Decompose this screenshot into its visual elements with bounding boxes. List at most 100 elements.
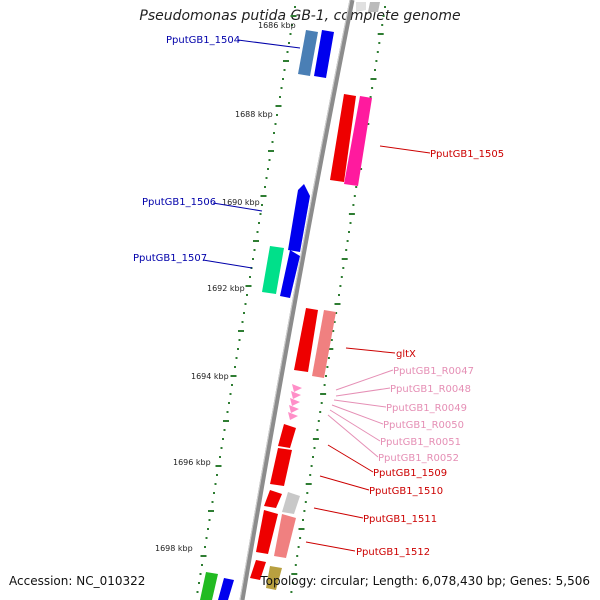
gene-label-pputgb1-1504[interactable]: PputGB1_1504 [166, 35, 240, 46]
tick-mark [256, 231, 259, 233]
tick-mark [273, 132, 275, 134]
gene-feature[interactable] [280, 250, 300, 298]
tick-mark [305, 483, 312, 485]
gene-feature[interactable] [356, 2, 366, 12]
tick-mark [222, 438, 224, 440]
tick-mark [228, 402, 230, 404]
tick-mark [371, 87, 374, 89]
gene-feature[interactable] [294, 308, 318, 372]
gene-feature[interactable] [274, 514, 296, 558]
tick-mark [265, 177, 268, 179]
tick-mark [302, 519, 304, 521]
tick-mark [310, 465, 313, 467]
gene-feature[interactable] [368, 2, 380, 12]
tick-mark [253, 240, 259, 242]
tick-mark [205, 537, 208, 539]
tick-mark [208, 519, 211, 521]
gene-feature[interactable] [266, 566, 282, 590]
tick-mark [375, 60, 378, 62]
gene-label-gltx[interactable]: gltX [396, 349, 416, 360]
tick-mark [294, 6, 296, 8]
tick-mark [252, 258, 254, 260]
tick-mark [259, 213, 262, 215]
gene-feature[interactable] [264, 490, 282, 508]
gene-label-pputgb1-1507[interactable]: PputGB1_1507 [133, 253, 207, 264]
gene-feature[interactable] [312, 310, 336, 378]
gene-label-pputgb1-r0051[interactable]: PputGB1_R0051 [380, 437, 461, 448]
gene-label-pputgb1-1512[interactable]: PputGB1_1512 [356, 547, 430, 558]
tick-mark [339, 285, 342, 287]
tick-mark [264, 186, 266, 188]
tick-mark [288, 42, 290, 44]
gene-label-pputgb1-1510[interactable]: PputGB1_1510 [369, 486, 443, 497]
kbp-label: 1694 kbp [191, 372, 229, 381]
tick-mark [303, 510, 306, 512]
tick-mark [291, 582, 294, 584]
tick-mark [334, 303, 341, 305]
genome-backbone [239, 0, 355, 600]
tick-mark [271, 141, 274, 143]
gene-feature[interactable] [200, 572, 218, 600]
gene-feature[interactable] [330, 94, 356, 182]
tick-mark [230, 375, 237, 377]
tick-mark [275, 105, 282, 107]
tick-mark [341, 258, 348, 260]
tick-mark [237, 348, 239, 350]
tick-mark [348, 231, 350, 233]
kbp-label: 1690 kbp [222, 198, 260, 207]
tick-mark [312, 438, 319, 440]
tick-mark [231, 384, 233, 386]
tick-mark [325, 375, 327, 377]
tick-mark [286, 51, 289, 53]
gene-feature[interactable] [278, 424, 296, 448]
tick-mark [235, 357, 238, 359]
gene-label-pputgb1-1505[interactable]: PputGB1_1505 [430, 149, 504, 160]
tick-mark [381, 24, 384, 26]
tick-mark [346, 240, 349, 242]
gene-label-pputgb1-r0047[interactable]: PputGB1_R0047 [393, 366, 474, 377]
tick-mark [241, 321, 244, 323]
tick-mark [279, 96, 281, 98]
tick-mark [216, 474, 218, 476]
gene-features [200, 2, 380, 600]
gene-feature[interactable] [262, 246, 284, 294]
tick-mark [199, 573, 202, 575]
tick-mark [306, 492, 309, 494]
tick-mark [258, 222, 260, 224]
gene-feature[interactable] [282, 492, 300, 514]
gene-feature[interactable] [298, 30, 318, 76]
gene-feature[interactable] [256, 510, 278, 554]
tick-mark [309, 474, 312, 476]
gene-label-pputgb1-1511[interactable]: PputGB1_1511 [363, 514, 437, 525]
tick-mark [274, 123, 277, 125]
tick-mark [196, 591, 199, 593]
tick-mark [317, 420, 320, 422]
tick-mark [282, 78, 284, 80]
tick-mark [335, 312, 338, 314]
tick-mark [289, 33, 292, 35]
tick-mark [330, 339, 333, 341]
tick-mark [299, 537, 302, 539]
tick-mark [291, 573, 298, 575]
gene-feature[interactable] [270, 448, 292, 486]
gene-feature[interactable] [344, 96, 372, 186]
gene-feature[interactable] [314, 30, 334, 78]
gene-label-pputgb1-1506[interactable]: PputGB1_1506 [142, 197, 216, 208]
gene-label-pputgb1-r0052[interactable]: PputGB1_R0052 [378, 453, 459, 464]
tick-mark [340, 276, 343, 278]
gene-label-pputgb1-r0049[interactable]: PputGB1_R0049 [386, 403, 467, 414]
gene-feature[interactable] [288, 184, 310, 252]
tick-mark [208, 510, 214, 512]
tick-mark [234, 366, 236, 368]
gene-label-pputgb1-1509[interactable]: PputGB1_1509 [373, 468, 447, 479]
gene-feature[interactable] [218, 578, 234, 600]
tick-mark [377, 33, 384, 35]
tick-mark [298, 528, 305, 530]
kbp-label: 1686 kbp [258, 21, 296, 30]
gene-feature[interactable] [250, 560, 266, 580]
kbp-label: 1696 kbp [173, 458, 211, 467]
gene-label-pputgb1-r0048[interactable]: PputGB1_R0048 [390, 384, 471, 395]
gene-label-pputgb1-r0050[interactable]: PputGB1_R0050 [383, 420, 464, 431]
